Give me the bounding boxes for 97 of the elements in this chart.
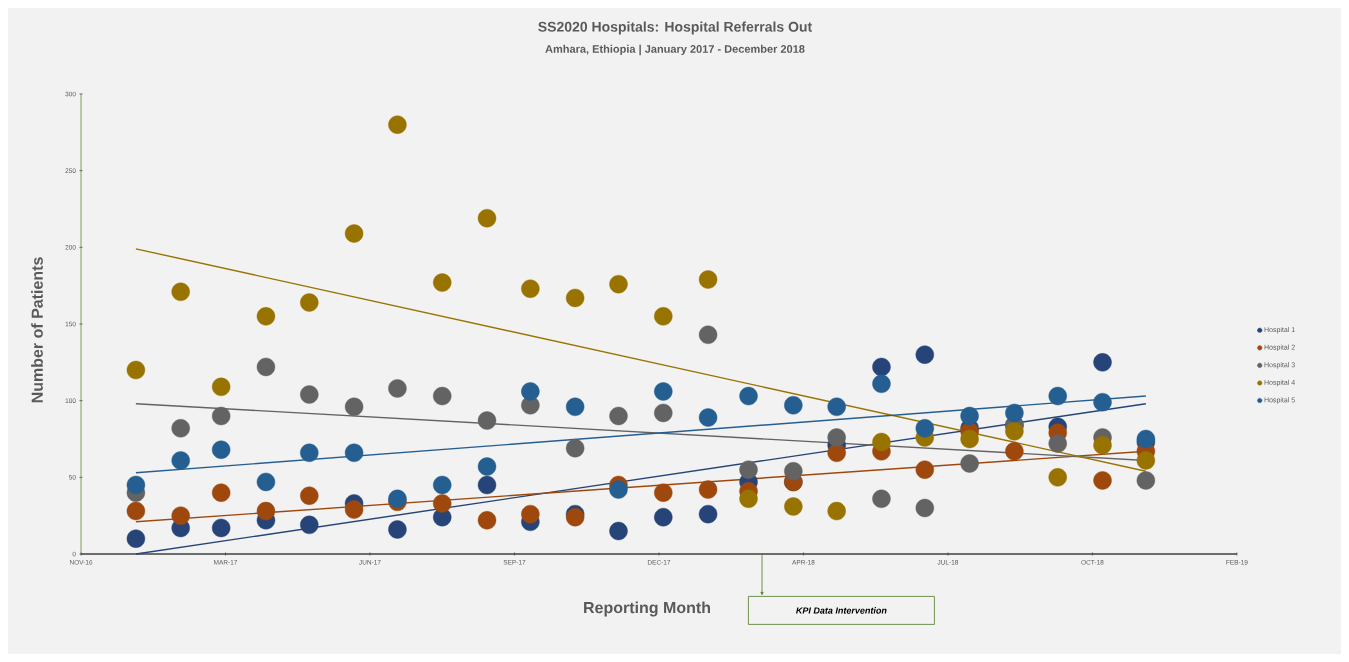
point bbox=[915, 498, 934, 518]
point bbox=[126, 475, 146, 495]
point bbox=[1005, 422, 1024, 441]
point bbox=[1136, 451, 1156, 470]
point bbox=[654, 382, 673, 401]
point bbox=[256, 307, 276, 326]
chart-subtitle: Amhara, Ethiopia | January 2017 - December 2018 bbox=[545, 44, 805, 56]
point bbox=[784, 462, 803, 481]
point bbox=[960, 406, 979, 426]
point bbox=[477, 457, 497, 476]
point bbox=[1048, 434, 1067, 453]
point bbox=[872, 357, 891, 377]
point bbox=[609, 406, 628, 426]
point bbox=[211, 440, 231, 459]
point bbox=[256, 501, 276, 521]
point bbox=[388, 115, 407, 134]
point bbox=[827, 397, 846, 416]
point bbox=[171, 419, 190, 438]
point bbox=[784, 497, 803, 516]
point bbox=[1093, 393, 1112, 412]
point bbox=[256, 472, 276, 492]
point bbox=[388, 489, 407, 508]
point bbox=[698, 504, 718, 524]
point bbox=[1093, 353, 1112, 372]
point bbox=[171, 506, 190, 525]
point bbox=[1005, 442, 1024, 461]
y-axis-title: Number of Patients bbox=[31, 257, 43, 403]
point bbox=[1005, 403, 1024, 423]
point bbox=[698, 270, 718, 289]
point bbox=[126, 501, 146, 521]
point bbox=[477, 511, 497, 530]
point bbox=[565, 397, 585, 416]
point bbox=[300, 515, 319, 535]
point bbox=[872, 432, 891, 452]
point bbox=[171, 282, 190, 301]
point bbox=[698, 408, 718, 427]
point bbox=[1093, 435, 1112, 455]
point bbox=[521, 504, 540, 524]
chart-title: SS2020 Hospitals: Hospital Referrals Out bbox=[538, 21, 812, 35]
point bbox=[698, 325, 718, 344]
point bbox=[784, 396, 803, 415]
point bbox=[698, 480, 718, 499]
point bbox=[344, 397, 364, 416]
point bbox=[211, 406, 231, 426]
point bbox=[872, 374, 891, 393]
x-axis-title: Reporting Month bbox=[584, 601, 710, 617]
point bbox=[211, 377, 231, 397]
point bbox=[477, 475, 497, 495]
point bbox=[915, 419, 934, 438]
point bbox=[915, 345, 934, 364]
point bbox=[300, 293, 319, 312]
point bbox=[388, 520, 407, 539]
point bbox=[256, 357, 276, 377]
point bbox=[872, 489, 891, 508]
point bbox=[1093, 471, 1112, 490]
point bbox=[477, 411, 497, 430]
point bbox=[609, 480, 628, 499]
point bbox=[433, 273, 452, 292]
text: KPI Data Intervention bbox=[796, 607, 887, 614]
point bbox=[1136, 471, 1156, 490]
point bbox=[388, 379, 407, 398]
point bbox=[344, 443, 364, 462]
point bbox=[300, 486, 319, 505]
point bbox=[739, 460, 758, 479]
point bbox=[827, 428, 846, 447]
point bbox=[126, 360, 146, 380]
point bbox=[171, 451, 190, 470]
point bbox=[433, 475, 452, 495]
point bbox=[433, 494, 452, 513]
point bbox=[1048, 386, 1067, 406]
point bbox=[211, 518, 231, 538]
point bbox=[654, 508, 673, 527]
point bbox=[654, 403, 673, 423]
point bbox=[565, 288, 585, 308]
point bbox=[739, 489, 758, 508]
point bbox=[565, 439, 585, 458]
point bbox=[960, 429, 979, 449]
point bbox=[211, 483, 231, 502]
point bbox=[827, 443, 846, 462]
point bbox=[1048, 468, 1067, 487]
point bbox=[433, 386, 452, 406]
point bbox=[521, 279, 540, 298]
point bbox=[915, 460, 934, 479]
point bbox=[300, 385, 319, 404]
point bbox=[521, 382, 540, 401]
point bbox=[126, 529, 146, 548]
point bbox=[300, 443, 319, 462]
point bbox=[960, 454, 979, 473]
point bbox=[344, 500, 364, 519]
point bbox=[609, 521, 628, 541]
point bbox=[654, 307, 673, 326]
point bbox=[739, 386, 758, 406]
point bbox=[827, 501, 846, 521]
point bbox=[609, 274, 628, 294]
point bbox=[344, 224, 364, 243]
point bbox=[654, 483, 673, 502]
point bbox=[477, 209, 497, 228]
